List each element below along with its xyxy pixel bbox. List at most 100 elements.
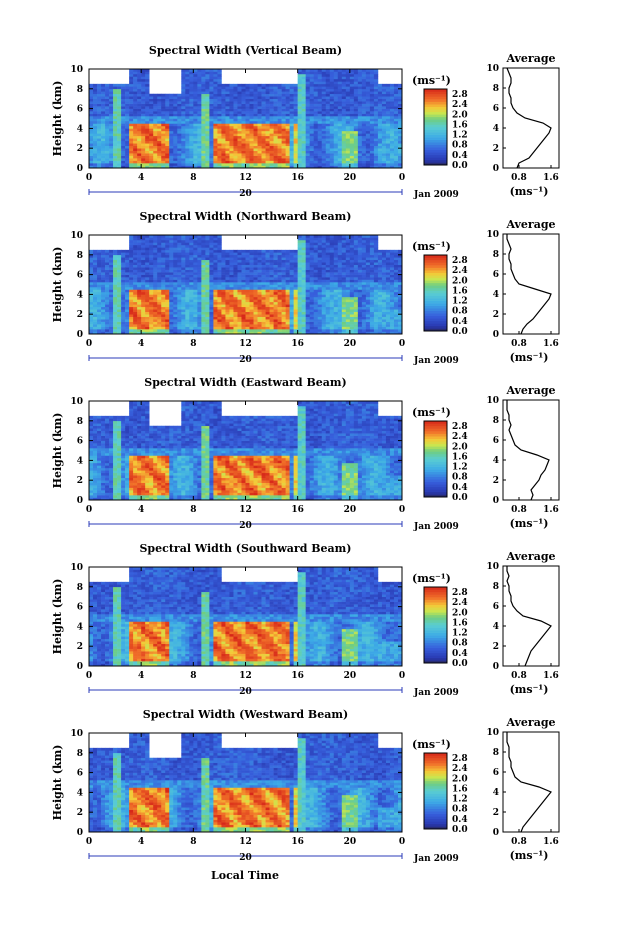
heatmap-cell	[397, 133, 403, 137]
heatmap-cell	[273, 284, 278, 288]
heatmap-cell	[265, 160, 270, 164]
heatmap-cell	[225, 324, 230, 327]
heatmap-cell	[269, 96, 274, 99]
heatmap-cell	[309, 133, 315, 137]
heatmap-cell	[353, 88, 359, 92]
heatmap-cell	[101, 143, 106, 147]
heatmap-cell	[169, 296, 174, 300]
heatmap-cell	[373, 163, 379, 166]
heatmap-cell	[277, 133, 282, 137]
heatmap-cell	[289, 277, 294, 280]
heatmap-cell	[133, 277, 138, 280]
heatmap-cell	[265, 113, 270, 117]
heatmap-cell	[389, 83, 395, 87]
heatmap-cell	[345, 111, 351, 114]
heatmap-cell	[209, 120, 214, 124]
heatmap-cell	[269, 274, 274, 278]
heatmap-cell	[177, 128, 182, 132]
heatmap-cell	[377, 83, 383, 87]
heatmap-cell	[181, 331, 186, 335]
heatmap-cell	[261, 120, 266, 124]
heatmap-cell	[329, 160, 335, 164]
heatmap-cell	[161, 257, 166, 261]
heatmap-cell	[221, 262, 226, 265]
heatmap-cell	[253, 296, 258, 300]
heatmap-cell	[237, 286, 242, 290]
heatmap-cell	[201, 314, 206, 317]
heatmap-cell	[237, 103, 242, 107]
heatmap-cell	[173, 269, 178, 273]
heatmap-cell	[109, 277, 114, 280]
heatmap-cell	[149, 329, 154, 332]
heatmap-cell	[89, 120, 94, 124]
heatmap-cell	[141, 279, 146, 283]
heatmap-cell	[161, 252, 166, 256]
heatmap-cell	[245, 306, 250, 310]
heatmap-cell	[181, 125, 186, 129]
heatmap-cell	[113, 111, 118, 114]
heatmap-cell	[133, 81, 138, 85]
heatmap-cell	[341, 125, 347, 129]
heatmap-cell	[217, 103, 222, 107]
heatmap-cell	[209, 267, 214, 270]
heatmap-cell	[245, 128, 250, 132]
heatmap-cell	[241, 294, 246, 298]
heatmap-cell	[281, 118, 286, 122]
heatmap-cell	[321, 160, 327, 164]
heatmap-cell	[389, 125, 395, 129]
heatmap-cell	[397, 150, 403, 154]
heatmap-cell	[97, 267, 102, 270]
heatmap-cell	[177, 143, 182, 147]
heatmap-cell	[193, 120, 198, 124]
heatmap-cell	[145, 116, 150, 119]
heatmap-cell	[97, 145, 102, 149]
heatmap-cell	[357, 106, 363, 109]
heatmap-cell	[241, 83, 246, 87]
heatmap-cell	[201, 76, 206, 80]
heatmap-cell	[173, 165, 178, 169]
heatmap-cell	[309, 96, 315, 99]
heatmap-cell	[129, 83, 134, 87]
heatmap-cell	[241, 160, 246, 164]
heatmap-cell	[265, 148, 270, 151]
heatmap-cell	[105, 252, 110, 256]
heatmap-cell	[333, 120, 339, 124]
heatmap-cell	[105, 138, 110, 142]
heatmap-cell	[165, 108, 170, 112]
heatmap-cell	[277, 103, 282, 107]
heatmap-cell	[157, 284, 162, 288]
heatmap-cell	[125, 153, 130, 156]
heatmap-cell	[153, 262, 158, 265]
heatmap-cell	[261, 267, 266, 270]
heatmap-cell	[129, 264, 134, 268]
heatmap-cell	[181, 118, 186, 122]
heatmap-cell	[317, 120, 323, 124]
heatmap-cell	[185, 314, 190, 317]
heatmap-cell	[117, 289, 122, 293]
heatmap-cell	[121, 145, 126, 149]
heatmap-cell	[141, 101, 146, 104]
heatmap-cell	[173, 272, 178, 275]
heatmap-cell	[209, 96, 214, 99]
heatmap-cell	[209, 163, 214, 166]
heatmap-cell	[337, 78, 343, 82]
heatmap-cell	[301, 103, 306, 107]
heatmap-cell	[237, 254, 242, 258]
heatmap-cell	[149, 98, 154, 102]
heatmap-cell	[385, 113, 391, 117]
heatmap-cell	[137, 311, 142, 315]
heatmap-cell	[393, 86, 399, 90]
heatmap-cell	[297, 242, 302, 246]
colorbar-band	[424, 142, 447, 146]
heatmap-cell	[141, 93, 146, 97]
heatmap-cell	[161, 319, 166, 322]
heatmap-cell	[353, 143, 359, 147]
heatmap-cell	[353, 140, 359, 144]
heatmap-cell	[365, 163, 371, 166]
heatmap-cell	[169, 93, 174, 97]
heatmap-cell	[157, 286, 162, 290]
heatmap-cell	[213, 108, 218, 112]
heatmap-cell	[213, 118, 218, 122]
heatmap-cell	[197, 326, 202, 330]
heatmap-cell	[97, 304, 102, 308]
